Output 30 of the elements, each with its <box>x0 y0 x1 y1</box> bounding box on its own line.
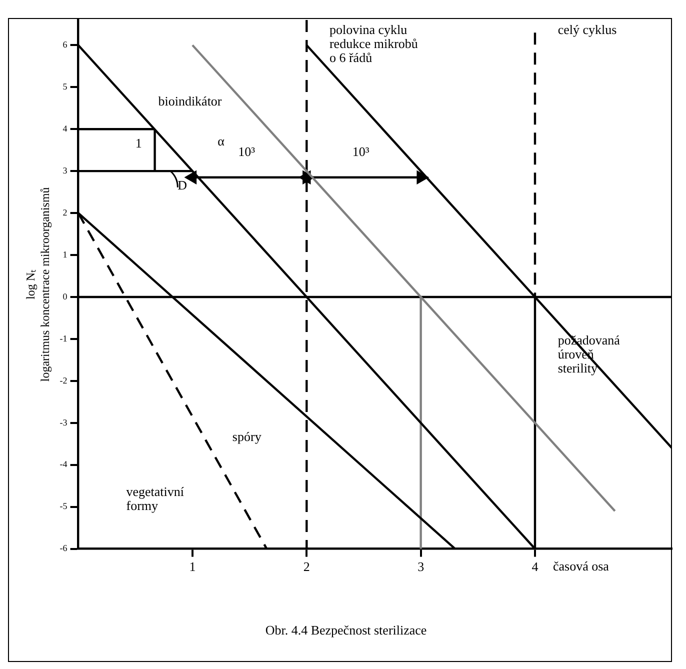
y-tick-label: 0 <box>62 291 68 302</box>
annotation: 10³ <box>352 144 370 159</box>
x-axis-title: časová osa <box>552 558 610 574</box>
y-tick-label: -1 <box>60 333 68 344</box>
y-tick-label: 6 <box>62 40 68 50</box>
x-tick-label: 4 <box>532 559 539 574</box>
y-tick-label: -2 <box>60 375 68 386</box>
y-tick-label: 1 <box>62 249 68 260</box>
y-tick-label: 4 <box>62 123 68 134</box>
x-tick-label: 2 <box>303 559 310 574</box>
annotation: vegetativní formy <box>126 484 184 513</box>
y-tick-label: 3 <box>62 165 68 176</box>
annotation: celý cyklus <box>558 22 617 38</box>
annotation: polovina cyklu redukce mikrobů o 6 řádů <box>329 22 418 66</box>
y-tick-label: -6 <box>60 543 68 554</box>
text: Obr. 4.4 Bezpečnost sterilizace <box>265 622 427 638</box>
y-tick-label: -4 <box>60 459 68 470</box>
y-tick-label: -5 <box>60 501 68 512</box>
annotation: D <box>178 177 188 192</box>
annotation: 1 <box>135 135 142 150</box>
annotation: bioindikátor <box>158 93 222 108</box>
x-tick-label: 1 <box>189 559 196 574</box>
y-tick-label: 2 <box>62 207 68 218</box>
annotation: spóry <box>232 429 262 444</box>
y-tick-label: 5 <box>62 82 68 92</box>
annotation: α <box>218 133 225 148</box>
y-axis-title: log Nₜ logaritmus koncentrace mikroorganismů <box>23 187 52 382</box>
y-tick-label: -3 <box>60 417 68 428</box>
annotation: 10³ <box>238 144 256 159</box>
x-tick-label: 3 <box>418 559 424 574</box>
